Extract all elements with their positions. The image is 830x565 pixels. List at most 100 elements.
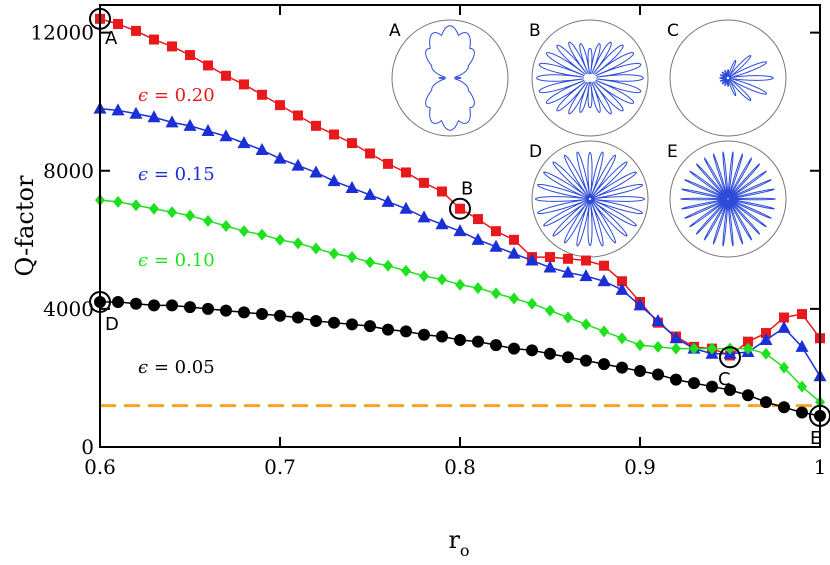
data-point [401, 167, 411, 178]
x-axis-label-main: r [448, 526, 460, 554]
data-point [509, 234, 519, 245]
data-point [473, 214, 483, 225]
data-point [112, 295, 124, 308]
inset-a: A [389, 19, 509, 137]
data-point [256, 308, 268, 321]
x-tick-label: 0.8 [444, 455, 476, 479]
series-label-value: = 0.20 [148, 85, 215, 106]
inset-radiation-pattern [534, 151, 646, 247]
data-point [273, 151, 287, 164]
data-point [724, 384, 736, 397]
data-point [381, 194, 395, 207]
y-tick-label: 4000 [43, 297, 94, 321]
data-point [221, 70, 231, 81]
data-point [310, 314, 322, 327]
series-layer: ϵ = 0.20ϵ = 0.15ϵ = 0.10ϵ = 0.05 [93, 13, 827, 422]
data-point [417, 210, 431, 223]
data-point [131, 25, 141, 36]
data-point [257, 228, 267, 241]
data-point [255, 143, 269, 156]
x-axis-label-sub: o [460, 541, 470, 560]
data-point [149, 34, 159, 45]
data-point [509, 292, 519, 305]
highlight-label: C [718, 369, 731, 390]
inset-radiation-pattern [680, 151, 776, 247]
data-point [635, 339, 645, 352]
inset-e: E [667, 140, 787, 258]
data-point [651, 313, 665, 326]
inset-frame [669, 140, 787, 258]
data-point [401, 264, 411, 277]
x-axis-label: ro [448, 526, 469, 560]
data-point [129, 106, 143, 119]
data-point [725, 342, 735, 355]
data-point [742, 389, 754, 402]
data-point [795, 339, 809, 352]
data-point [599, 260, 609, 271]
data-point [489, 239, 503, 252]
data-point [130, 297, 142, 310]
data-point [363, 187, 377, 200]
data-point [579, 269, 593, 282]
data-point [599, 325, 609, 338]
data-point [165, 115, 179, 128]
axis-ticks: 0.6 0.7 0.8 0.9 1 0 4000 8000 12000 [30, 5, 826, 479]
data-point [616, 361, 628, 374]
data-point [309, 165, 323, 178]
data-point [399, 201, 413, 214]
data-point [148, 299, 160, 312]
data-point [113, 195, 123, 208]
data-point [779, 361, 789, 374]
x-tick-label: 0.6 [84, 455, 116, 479]
data-point [219, 129, 233, 142]
data-point [185, 50, 195, 61]
data-point [347, 251, 357, 264]
highlight-layer: A B C D E [89, 7, 830, 449]
data-point [383, 259, 393, 272]
data-point [796, 406, 808, 419]
data-point [274, 309, 286, 322]
data-point [743, 342, 753, 355]
data-point [527, 297, 537, 310]
data-point [581, 318, 591, 331]
data-point [202, 302, 214, 315]
data-point [707, 342, 717, 355]
data-point [617, 332, 627, 345]
data-point [760, 396, 772, 409]
inset-radiation-pattern [425, 25, 475, 131]
data-point [345, 181, 359, 194]
highlight-label: B [461, 179, 473, 200]
inset-frame [531, 19, 649, 137]
series-label: ϵ = 0.10 [138, 250, 215, 271]
series-label-value: = 0.10 [148, 250, 215, 271]
data-point [329, 247, 339, 260]
x-tick-label: 0.9 [624, 455, 656, 479]
data-point [419, 270, 429, 283]
data-point [131, 199, 141, 212]
highlight-label: A [105, 28, 118, 49]
data-point [166, 299, 178, 312]
data-point [201, 124, 215, 137]
data-point [237, 136, 251, 149]
inset-label: E [667, 142, 678, 162]
series-label-value: = 0.15 [148, 164, 215, 185]
inset-d: D [529, 140, 649, 258]
series-label: ϵ = 0.05 [138, 357, 215, 378]
data-point [365, 148, 375, 159]
data-point [203, 214, 213, 227]
data-point [435, 217, 449, 230]
data-point [167, 206, 177, 219]
data-point [383, 158, 393, 169]
data-point [436, 330, 448, 343]
data-point [149, 202, 159, 215]
data-point [473, 282, 483, 295]
data-point [563, 311, 573, 324]
data-point [669, 331, 683, 344]
y-axis-label: Q-factor [11, 175, 39, 276]
data-point [418, 328, 430, 341]
data-point [743, 336, 753, 347]
data-point [203, 60, 213, 71]
data-point [526, 344, 538, 357]
data-point [597, 274, 611, 287]
